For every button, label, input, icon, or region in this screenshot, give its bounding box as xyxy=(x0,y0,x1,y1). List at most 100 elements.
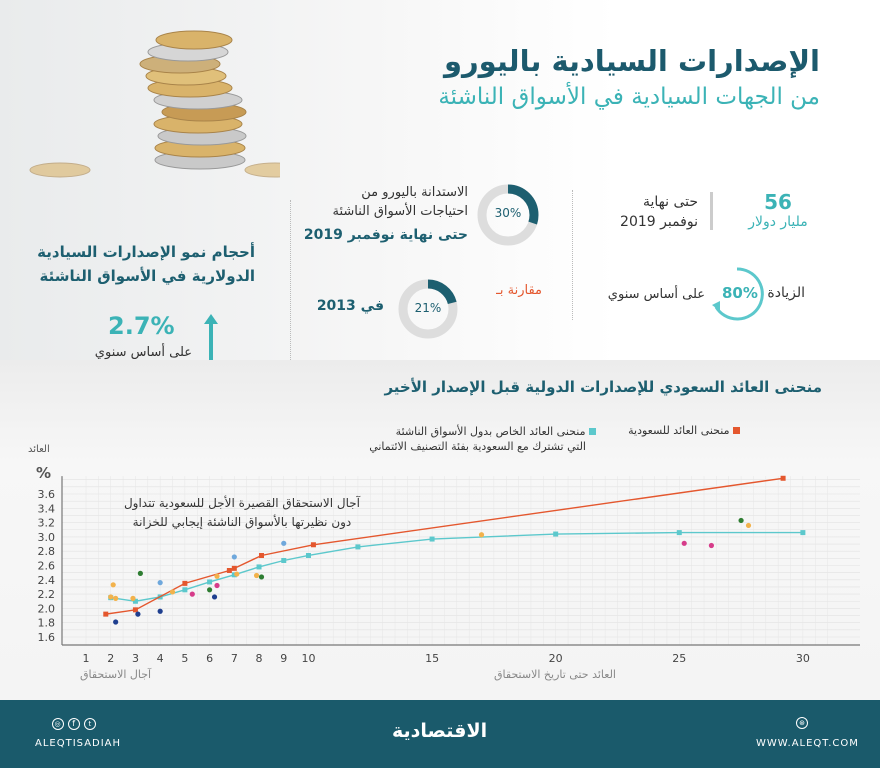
scatter-point xyxy=(478,532,485,538)
y-tick-label: 3.4 xyxy=(38,502,56,515)
series-marker xyxy=(182,580,188,586)
total-label-line2: نوفمبر 2019 xyxy=(620,214,698,230)
scatter-point xyxy=(281,540,287,546)
scatter-point xyxy=(681,540,687,546)
series-marker xyxy=(355,544,361,550)
scatter-point xyxy=(745,522,752,529)
scatter-point xyxy=(231,554,237,560)
globe-icon: ⊛ xyxy=(796,717,808,729)
series-marker xyxy=(553,531,559,537)
scatter-point xyxy=(214,573,220,579)
logo: الاقتصادية xyxy=(392,720,488,742)
increase-note: على أساس سنوي xyxy=(607,287,705,302)
scatter-point xyxy=(113,595,119,601)
arrow-up-icon xyxy=(204,314,218,360)
increase-value: 80% xyxy=(722,284,758,302)
scatter-point xyxy=(113,619,119,625)
dollar-growth-note: على أساس سنوي xyxy=(94,345,192,360)
series-marker xyxy=(305,552,311,558)
scatter-point xyxy=(708,542,715,549)
scatter-point xyxy=(130,595,136,601)
divider xyxy=(290,200,291,360)
series-line xyxy=(110,531,803,602)
increase-arc-icon xyxy=(712,267,764,321)
y-axis-unit: % xyxy=(36,464,52,482)
y-tick-label: 1.6 xyxy=(38,631,56,644)
instagram-icon[interactable]: ◎ xyxy=(52,718,64,730)
series-marker xyxy=(800,530,806,536)
twitter-icon[interactable]: t xyxy=(84,718,97,730)
chart-annotation: آجال الاستحقاق القصيرة الأجل للسعودية تت… xyxy=(124,494,360,532)
scatter-point xyxy=(207,587,213,593)
dollar-growth-title: أحجام نمو الإصدارات السيادية الدولارية ف… xyxy=(37,240,255,288)
series-marker xyxy=(429,536,435,542)
y-tick-label: 3.2 xyxy=(38,517,56,530)
share-text: الاستدانة باليورو من احتياجات الأسواق ال… xyxy=(304,183,468,245)
y-tick-label: 3.6 xyxy=(38,488,56,501)
share-line2: احتياجات الأسواق الناشئة xyxy=(332,204,468,219)
x-tick-label: 5 xyxy=(181,652,188,665)
compare-label: مقارنة بـ xyxy=(496,283,542,298)
scatter-point xyxy=(137,570,143,576)
scatter-point xyxy=(157,608,163,614)
legend-label: منحنى العائد الخاص بدول الأسواق الناشئة xyxy=(395,425,586,438)
compare-year: في 2013 xyxy=(316,298,384,314)
total-label: حتى نهاية نوفمبر 2019 xyxy=(620,192,698,232)
coins-image xyxy=(29,30,280,178)
scatter-point xyxy=(110,582,116,588)
x-tick-label: 10 xyxy=(301,652,315,665)
x-tick-label: 7 xyxy=(231,652,238,665)
scatter-point xyxy=(169,589,176,595)
series-marker xyxy=(256,564,262,570)
x-tick-label: 4 xyxy=(157,652,164,665)
x-tick-label: 20 xyxy=(549,652,563,665)
x-tick-label: 6 xyxy=(206,652,213,665)
series-marker xyxy=(132,607,138,613)
series-marker xyxy=(231,565,237,571)
legend-label: منحنى العائد للسعودية xyxy=(628,424,730,437)
series-marker xyxy=(226,568,232,574)
series-marker xyxy=(676,530,682,536)
series-marker xyxy=(780,475,786,481)
stat-total: 56 مليار دولار xyxy=(738,190,818,230)
footer xyxy=(0,700,880,768)
scatter-point xyxy=(738,517,744,524)
series-marker xyxy=(182,587,188,593)
scatter-point xyxy=(211,594,218,600)
legend-peers: منحنى العائد الخاص بدول الأسواق الناشئة … xyxy=(369,424,596,454)
y-tick-label: 3.0 xyxy=(38,531,56,544)
facebook-icon[interactable]: f xyxy=(68,718,81,730)
y-axis-label: العائد xyxy=(28,444,50,455)
series-marker xyxy=(310,542,316,548)
y-tick-label: 2.4 xyxy=(38,574,56,587)
y-tick-label: 1.8 xyxy=(38,617,56,630)
x-tick-label: 1 xyxy=(83,652,90,665)
share-line3: حتى نهاية نوفمبر 2019 xyxy=(303,227,468,243)
y-tick-label: 2.0 xyxy=(38,602,56,615)
y-tick-label: 2.6 xyxy=(38,560,56,573)
dollar-growth-value: 2.7% xyxy=(108,312,175,340)
x-tick-label: 8 xyxy=(256,652,263,665)
total-value: 56 xyxy=(764,190,792,214)
x-tick-label: 9 xyxy=(280,652,287,665)
share-line1: الاستدانة باليورو من xyxy=(361,185,468,200)
yield-curve-chart: 1.61.8 2.02.22.42.6 2.83.03.2 3.43.6 1 2 3 4 5 6 7… xyxy=(38,475,860,665)
scatter-point xyxy=(214,582,220,589)
x-axis-label: آجال الاستحقاق xyxy=(80,668,152,681)
increase-label: الزيادة xyxy=(767,285,805,301)
share-value: 30% xyxy=(494,206,522,220)
scatter-point xyxy=(189,591,195,597)
legend-label-line2: التي تشترك مع السعودية بفئة التصنيف الائ… xyxy=(369,440,586,453)
x-tick-label: 2 xyxy=(107,652,114,665)
divider xyxy=(572,190,573,320)
series-marker xyxy=(132,598,138,604)
annotation-line2: دون نظيرتها بالأسواق الناشئة إيجابي للخز… xyxy=(132,515,352,529)
total-unit: مليار دولار xyxy=(748,214,808,230)
legend-saudi: منحنى العائد للسعودية xyxy=(628,424,740,437)
social-handle[interactable]: ALEQTISADIAH xyxy=(35,738,122,749)
share-donut xyxy=(477,184,539,246)
x-axis-label-yield: العائد حتى تاريخ الاستحقاق xyxy=(494,668,616,681)
series-marker xyxy=(207,579,213,585)
website-link[interactable]: WWW.ALEQT.COM xyxy=(756,738,859,749)
x-tick-label: 30 xyxy=(796,652,810,665)
